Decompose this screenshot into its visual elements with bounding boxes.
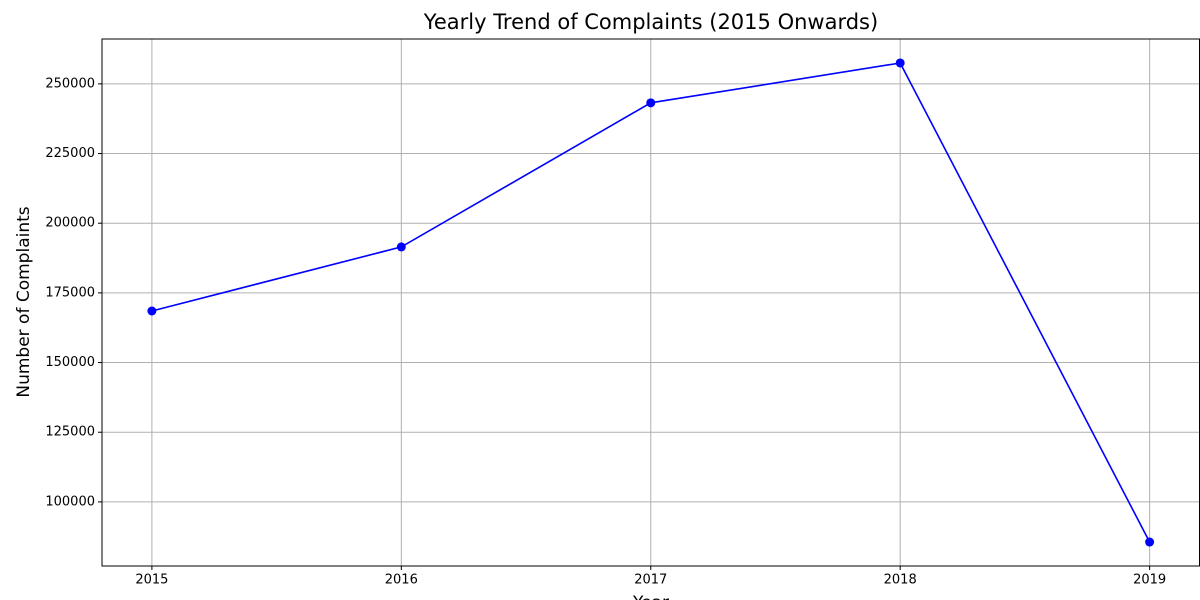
x-tick-label: 2018 <box>884 573 917 588</box>
data-point <box>396 242 406 252</box>
y-tick-label: 175000 <box>45 285 95 300</box>
y-tick-label: 100000 <box>45 494 95 509</box>
y-tick-label: 250000 <box>45 76 95 91</box>
y-tick-label: 150000 <box>45 355 95 370</box>
chart-title: Yearly Trend of Complaints (2015 Onwards… <box>423 10 878 34</box>
y-axis-label: Number of Complaints <box>14 206 34 397</box>
data-point <box>1145 537 1155 547</box>
x-tick-label: 2017 <box>634 573 667 588</box>
y-tick-label: 225000 <box>45 146 95 161</box>
data-point <box>646 98 656 108</box>
x-axis-label: Year <box>632 593 669 600</box>
y-tick-label: 125000 <box>45 425 95 440</box>
x-tick-label: 2015 <box>135 573 168 588</box>
x-tick-label: 2019 <box>1133 573 1166 588</box>
y-tick-label: 200000 <box>45 216 95 231</box>
x-tick-label: 2016 <box>385 573 418 588</box>
data-point <box>147 306 157 316</box>
data-point <box>895 58 905 68</box>
